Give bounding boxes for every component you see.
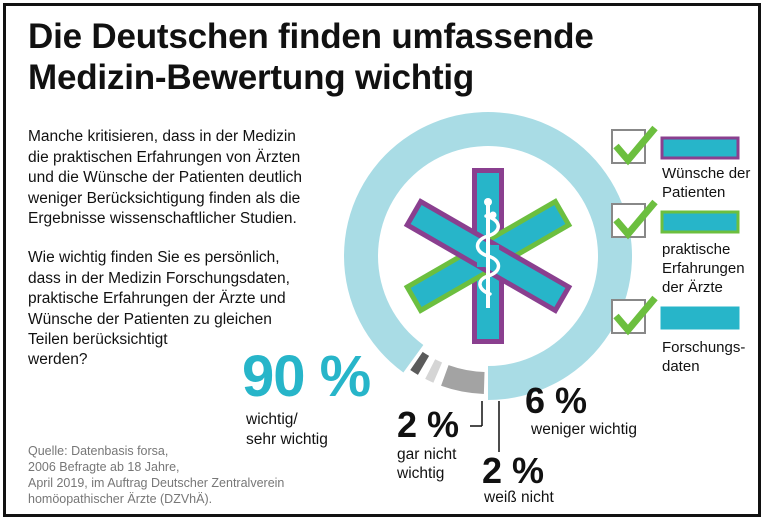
category-label-line: weiß nicht bbox=[484, 489, 554, 506]
source-line: Quelle: Datenbasis forsa, bbox=[28, 444, 169, 458]
question-last-line: werden? bbox=[28, 351, 88, 368]
source-note: Quelle: Datenbasis forsa, 2006 Befragte … bbox=[28, 443, 284, 507]
source-line: April 2019, im Auftrag Deutscher Zentral… bbox=[28, 476, 285, 490]
legend-item-3 bbox=[611, 295, 740, 336]
frame bbox=[3, 3, 761, 517]
checkmark-icon bbox=[613, 199, 658, 240]
legend-label-aerzte: praktische Erfahrungen der Ärzte bbox=[662, 240, 745, 297]
legend-item-1 bbox=[611, 125, 740, 166]
legend-label-line: Patienten bbox=[662, 184, 726, 201]
slice-gar-nicht bbox=[410, 351, 430, 375]
question-line: dass in der Medizin Forschungsdaten, bbox=[28, 269, 290, 287]
question-line: praktische Erfahrungen der Ärzte und bbox=[28, 290, 286, 307]
star-of-life-icon bbox=[403, 168, 573, 344]
category-label-wichtig: wichtig/ sehr wichtig bbox=[246, 410, 328, 450]
category-label-weniger: weniger wichtig bbox=[531, 420, 637, 439]
category-label-gar-nicht: gar nicht wichtig bbox=[397, 445, 456, 483]
value-label-wichtig: 90 % bbox=[242, 344, 371, 409]
checkmark-icon bbox=[613, 125, 658, 166]
legend-label-line: Forschungs- bbox=[662, 339, 746, 356]
question-line: Teilen berücksichtigt bbox=[28, 331, 168, 348]
category-label-line: weniger wichtig bbox=[531, 421, 637, 438]
legend-label-line: daten bbox=[662, 358, 700, 375]
value-label-weiss-nicht: 2 % bbox=[482, 450, 545, 491]
leader-lines bbox=[470, 401, 500, 452]
legend-label-line: praktische bbox=[662, 241, 731, 258]
source-line: 2006 Befragte ab 18 Jahre, bbox=[28, 460, 180, 474]
question-text: Wie wichtig finden Sie es persönlich, da… bbox=[28, 248, 368, 351]
question-line: Wünsche der Patienten zu gleichen bbox=[28, 310, 272, 328]
legend-label-line: Wünsche der bbox=[662, 165, 751, 182]
category-label-line: wichtig/ bbox=[246, 411, 298, 428]
checkmark-icon bbox=[613, 295, 658, 336]
intro-line: und die Wünsche der Patienten deutlich bbox=[28, 169, 303, 186]
legend-label-forschung: Forschungs- daten bbox=[662, 338, 745, 376]
page-title: Die Deutschen finden umfassende Medizin-… bbox=[28, 16, 748, 98]
donut-slices bbox=[344, 112, 633, 401]
title-line-2: Medizin-Bewertung wichtig bbox=[28, 58, 475, 97]
value-label-weniger: 6 % bbox=[525, 380, 588, 421]
rod-of-asclepius-icon bbox=[475, 198, 501, 308]
question-line: Wie wichtig finden Sie es persönlich, bbox=[28, 249, 280, 266]
legend-label-line: der Ärzte bbox=[662, 279, 723, 296]
legend-item-2 bbox=[611, 199, 740, 240]
title-line-1: Die Deutschen finden umfassende bbox=[28, 17, 594, 56]
category-label-line: sehr wichtig bbox=[246, 431, 328, 448]
intro-text: Manche kritisieren, dass in der Medizin … bbox=[28, 127, 358, 230]
category-label-line: wichtig bbox=[397, 465, 445, 482]
slice-weniger bbox=[441, 365, 485, 394]
value-label-gar-nicht: 2 % bbox=[397, 404, 460, 445]
legend-icons bbox=[611, 125, 740, 336]
intro-line: die praktischen Erfahrungen von Ärzten bbox=[28, 148, 301, 166]
category-label-line: gar nicht bbox=[397, 446, 457, 463]
category-label-weiss-nicht: weiß nicht bbox=[484, 488, 554, 507]
intro-line: Ergebnisse wissenschaftlicher Studien. bbox=[28, 210, 297, 227]
legend-label-patienten: Wünsche der Patienten bbox=[662, 164, 750, 202]
intro-line: Manche kritisieren, dass in der Medizin bbox=[28, 128, 296, 145]
intro-line: weniger Berücksichtigung finden als die bbox=[28, 189, 301, 207]
legend-label-line: Erfahrungen bbox=[662, 260, 745, 277]
slice-weiss-nicht bbox=[425, 359, 443, 383]
source-line: homöopathischer Ärzte (DZVhÄ). bbox=[28, 492, 213, 506]
